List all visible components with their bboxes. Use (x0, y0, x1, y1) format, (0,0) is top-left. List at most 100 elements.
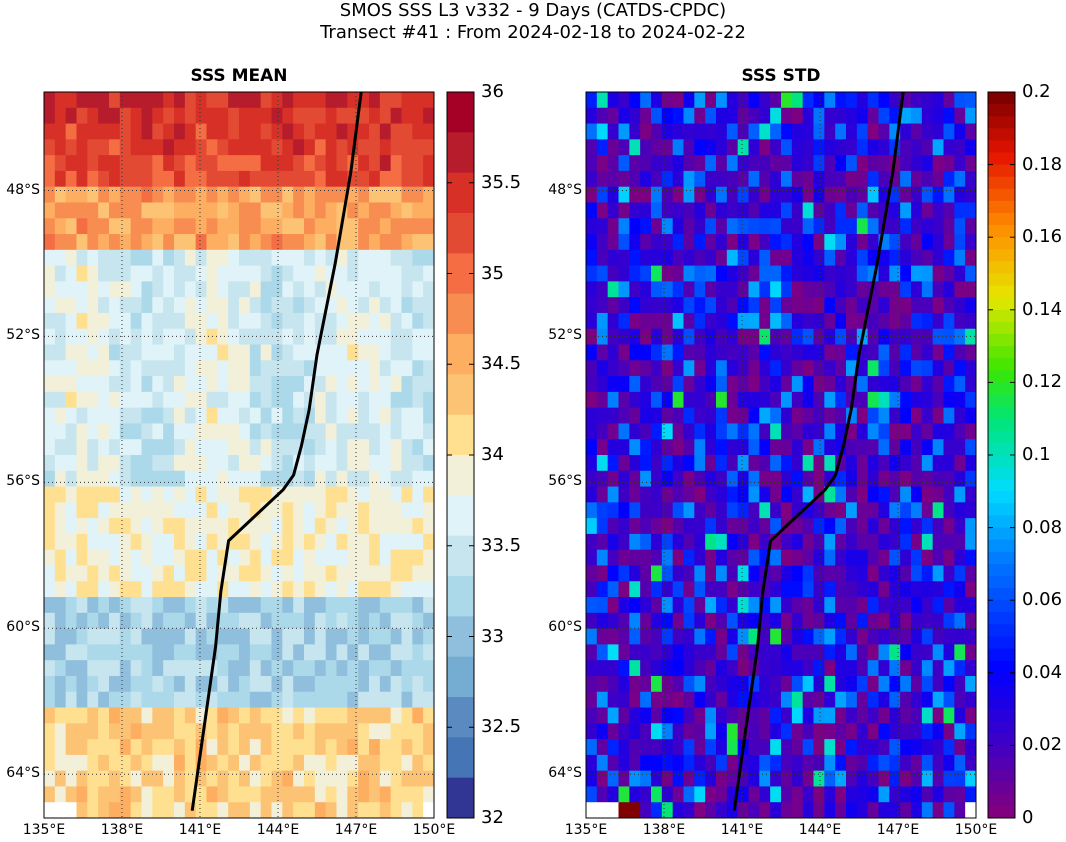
sss-std-cell (856, 234, 869, 251)
sss-mean-cell (195, 297, 207, 314)
sss-std-cell (629, 202, 641, 219)
sss-std-cell (954, 155, 966, 172)
sss-std-cell (932, 612, 944, 630)
sss-mean-cell (347, 612, 359, 630)
colorbar-segment (447, 213, 474, 254)
sss-mean-cell (282, 597, 294, 614)
sss-std-cell (813, 170, 825, 188)
sss-std-cell (661, 770, 674, 787)
sss-std-cell (835, 691, 847, 709)
sss-std-cell (835, 723, 847, 740)
sss-std-cell (726, 802, 739, 819)
sss-mean-cell (271, 407, 283, 424)
sss-mean-cell (401, 533, 413, 551)
sss-mean-cell (44, 92, 56, 109)
sss-std-cell (781, 470, 793, 488)
sss-mean-cell (336, 455, 348, 472)
sss-std-cell (618, 786, 630, 803)
sss-std-cell (943, 802, 955, 819)
sss-mean-cell (239, 439, 251, 456)
sss-mean-cell (44, 628, 56, 645)
sss-mean-cell (174, 455, 186, 472)
sss-std-cell (759, 312, 771, 330)
sss-std-cell (900, 218, 912, 235)
sss-mean-cell (87, 723, 99, 740)
sss-std-cell (932, 549, 944, 566)
sss-std-cell (770, 581, 782, 598)
sss-std-cell (770, 675, 782, 693)
sss-std-cell (889, 107, 901, 125)
sss-mean-cell (206, 218, 218, 235)
sss-std-cell (965, 281, 977, 298)
sss-mean-cell (87, 407, 99, 424)
sss-mean-cell (314, 691, 327, 709)
sss-mean-cell (304, 423, 316, 440)
sss-mean-cell (54, 107, 67, 125)
sss-std-cell (965, 376, 977, 393)
sss-mean-cell (325, 328, 337, 346)
sss-std-cell (748, 218, 760, 235)
sss-std-cell (846, 549, 858, 566)
sss-std-cell (618, 218, 630, 235)
sss-mean-cell (239, 597, 251, 614)
sss-mean-cell (260, 186, 272, 203)
sss-std-cell (867, 518, 879, 535)
sss-std-cell (781, 123, 793, 140)
sss-std-cell (640, 312, 652, 330)
sss-mean-cell (293, 439, 305, 456)
sss-mean-cell (260, 455, 272, 472)
sss-mean-cell (141, 802, 153, 819)
sss-mean-cell (119, 660, 132, 677)
sss-std-cell (672, 312, 684, 330)
sss-mean-cell (304, 297, 316, 314)
sss-std-cell (846, 265, 858, 282)
sss-std-cell (651, 439, 663, 456)
sss-mean-cell (54, 549, 67, 566)
sss-mean-cell (369, 612, 381, 630)
sss-std-cell (759, 691, 771, 709)
sss-mean-cell (152, 581, 164, 598)
sss-std-cell (694, 770, 706, 787)
sss-std-cell (661, 234, 674, 251)
sss-std-cell (716, 360, 728, 377)
sss-mean-cell (249, 391, 262, 409)
sss-mean-cell (130, 155, 142, 172)
sss-mean-cell (293, 139, 305, 156)
sss-mean-cell (228, 533, 240, 551)
sss-mean-cell (390, 597, 402, 614)
sss-mean-cell (109, 675, 121, 693)
sss-std-cell (965, 739, 977, 756)
sss-std-cell (846, 344, 858, 361)
sss-mean-cell (325, 170, 337, 188)
sss-mean-cell (239, 234, 251, 251)
sss-std-cell (802, 265, 814, 282)
sss-std-cell (770, 218, 782, 235)
sss-std-cell (965, 265, 977, 282)
sss-mean-cell (130, 581, 142, 598)
sss-mean-cell (195, 612, 207, 630)
sss-mean-cell (347, 770, 359, 787)
sss-mean-cell (401, 675, 413, 693)
sss-std-cell (856, 170, 869, 188)
sss-mean-cell (271, 770, 283, 787)
sss-mean-cell (336, 502, 348, 519)
sss-mean-cell (163, 218, 175, 235)
sss-std-cell (683, 502, 695, 519)
sss-std-cell (781, 92, 793, 109)
sss-std-cell (813, 565, 825, 582)
sss-std-cell (770, 123, 782, 140)
sss-std-cell (954, 660, 966, 677)
sss-mean-cell (141, 597, 153, 614)
sss-mean-cell (412, 597, 424, 614)
sss-std-cell (651, 344, 663, 361)
sss-mean-cell (141, 423, 153, 440)
sss-mean-cell (260, 549, 272, 566)
sss-std-cell (813, 754, 825, 772)
sss-mean-cell (401, 502, 413, 519)
sss-std-cell (965, 312, 977, 330)
sss-mean-cell (347, 439, 359, 456)
sss-std-cell (867, 202, 879, 219)
sss-mean-cell (293, 612, 305, 630)
sss-mean-cell (325, 312, 337, 330)
sss-mean-cell (141, 612, 153, 630)
